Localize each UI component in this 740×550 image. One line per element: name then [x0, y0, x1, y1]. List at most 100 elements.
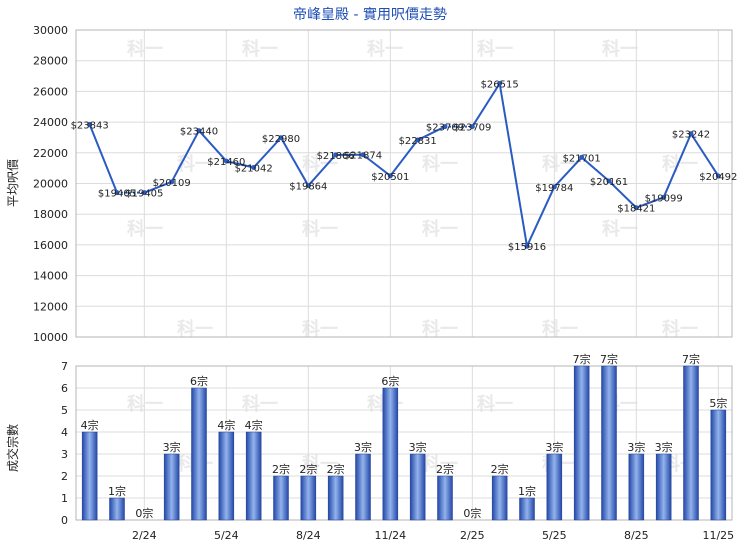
- watermark-text: 科一: [367, 38, 403, 60]
- watermark-text: 科一: [542, 153, 578, 175]
- x-tick-label: 8/24: [296, 529, 321, 542]
- transaction-bar: [519, 497, 535, 521]
- price-point: [333, 152, 339, 158]
- top-plot-frame: [75, 29, 733, 338]
- transaction-data-label: 2宗: [327, 462, 345, 476]
- price-data-label: $20501: [371, 172, 409, 183]
- price-point: [688, 131, 694, 137]
- price-point: [579, 154, 585, 160]
- price-point: [196, 128, 202, 134]
- bottom-y-tick-label: 2: [61, 470, 68, 483]
- watermark-text: 科一: [662, 318, 698, 340]
- watermark-text: 科一: [542, 318, 578, 340]
- transaction-data-label: 2宗: [436, 462, 454, 476]
- bottom-y-axis-label: 成交宗數: [5, 424, 20, 472]
- watermark-text: 科一: [477, 393, 513, 415]
- bottom-y-tick-label: 3: [61, 448, 68, 461]
- transaction-bar: [218, 431, 235, 521]
- transaction-data-label: 6宗: [381, 374, 399, 388]
- bottom-y-tick-label: 4: [61, 426, 68, 439]
- price-point: [141, 190, 147, 196]
- top-y-tick-label: 30000: [33, 24, 68, 37]
- price-data-label: $22831: [399, 136, 437, 147]
- watermark-text: 科一: [302, 218, 338, 240]
- watermark-text: 科一: [422, 453, 458, 475]
- price-data-label: $15916: [508, 242, 546, 253]
- top-y-tick-label: 18000: [33, 208, 68, 221]
- watermark-text: 科一: [662, 153, 698, 175]
- transaction-data-label: 3宗: [627, 440, 645, 454]
- watermark-text: 科一: [602, 218, 638, 240]
- price-point: [387, 173, 393, 179]
- price-data-label: $22980: [262, 134, 300, 145]
- watermark-text: 科一: [127, 38, 163, 60]
- transaction-bar: [273, 475, 289, 521]
- bottom-y-tick-label: 6: [61, 382, 68, 395]
- transaction-data-label: 1宗: [108, 484, 126, 498]
- transaction-bar: [300, 475, 317, 521]
- transaction-data-label: 3宗: [655, 440, 673, 454]
- watermark-text: 科一: [127, 218, 163, 240]
- transaction-data-label: 0宗: [463, 506, 481, 520]
- price-point: [524, 243, 530, 249]
- price-data-label: $23709: [426, 123, 464, 134]
- price-point: [606, 178, 612, 184]
- bottom-y-tick-label: 5: [61, 404, 68, 417]
- price-line-segment: [226, 160, 254, 169]
- price-line-segment: [307, 154, 337, 187]
- transaction-bar: [437, 475, 453, 521]
- price-point: [360, 152, 366, 158]
- transaction-bar: [573, 365, 590, 521]
- watermark-text: 科一: [177, 153, 213, 175]
- bottom-y-tick-label: 7: [61, 360, 68, 373]
- top-y-tick-label: 28000: [33, 55, 68, 68]
- price-data-label: $23440: [180, 127, 218, 138]
- price-point: [169, 179, 175, 185]
- price-data-label: $19405: [125, 189, 163, 200]
- price-line-segment: [690, 133, 720, 177]
- watermark-text: 科一: [302, 153, 338, 175]
- x-tick-label: 2/24: [132, 529, 157, 542]
- price-point: [715, 173, 721, 179]
- top-y-tick-label: 26000: [33, 85, 68, 98]
- price-line-segment: [280, 137, 310, 187]
- price-line-segment: [417, 125, 446, 141]
- price-point: [278, 135, 284, 141]
- x-tick-label: 11/24: [374, 529, 406, 542]
- transaction-bar: [409, 453, 426, 521]
- watermark-text: 科一: [477, 38, 513, 60]
- transaction-bar: [163, 453, 180, 521]
- top-y-tick-label: 16000: [33, 239, 68, 252]
- price-data-label: $23709: [453, 123, 491, 134]
- transaction-bar: [601, 365, 617, 521]
- top-y-tick-label: 10000: [33, 331, 68, 344]
- watermark-text: 科一: [422, 153, 458, 175]
- price-data-label: $21866: [317, 151, 355, 162]
- watermark-text: 科一: [302, 318, 338, 340]
- transaction-bar: [683, 365, 699, 521]
- chart-title: 帝峰皇殿 - 實用呎價走勢: [293, 6, 447, 23]
- transaction-bar: [81, 431, 98, 521]
- watermark-text: 科一: [127, 393, 163, 415]
- transaction-data-label: 4宗: [217, 418, 235, 432]
- price-line-segment: [389, 139, 419, 177]
- top-y-tick-label: 12000: [33, 300, 68, 313]
- transaction-data-label: 3宗: [409, 440, 427, 454]
- transaction-bar: [628, 453, 645, 521]
- price-line-segment: [88, 124, 118, 194]
- transaction-data-label: 7宗: [600, 352, 618, 366]
- price-point: [223, 158, 229, 164]
- price-data-label: $19099: [645, 193, 683, 204]
- transaction-bar: [710, 409, 727, 521]
- price-line-segment: [170, 130, 200, 183]
- watermark-text: 科一: [302, 453, 338, 475]
- transaction-bar: [491, 475, 508, 521]
- price-data-label: $21701: [563, 153, 601, 164]
- price-line-segment: [362, 153, 391, 177]
- transaction-data-label: 1宗: [518, 484, 536, 498]
- price-data-label: $26515: [481, 79, 519, 90]
- price-line-segment: [608, 180, 638, 209]
- price-point: [551, 184, 557, 190]
- bottom-plot-frame: [75, 365, 733, 521]
